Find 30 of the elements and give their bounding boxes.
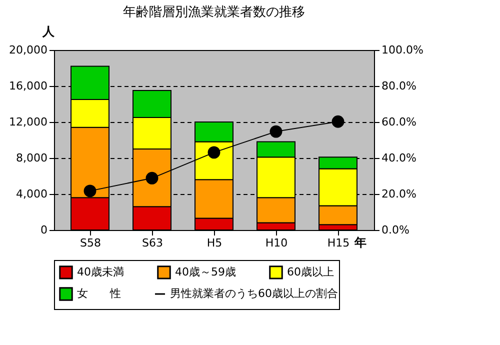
point: [146, 172, 158, 184]
point: [84, 184, 96, 198]
chart-title: 年齢階層別漁業就業者数の推移: [123, 5, 305, 20]
legend-label: 40歳未満: [77, 265, 124, 278]
x-tick-label: S58: [80, 236, 101, 250]
y-tick-label: 4,000: [16, 188, 48, 200]
point: [270, 125, 282, 138]
y2-tick-label: 60.0%: [382, 116, 416, 128]
y-tick-label: 0: [40, 224, 48, 236]
y-tick-label: 16,000: [9, 80, 48, 92]
y2-tick-label: 100.0%: [382, 44, 424, 56]
y-tick-label: 8,000: [16, 152, 48, 164]
y2-tick-label: 20.0%: [382, 188, 416, 200]
x-axis-title: 年: [354, 236, 366, 250]
legend-label: 40歳～59歳: [175, 265, 236, 278]
x-tick-label: H10: [265, 236, 288, 250]
y2-tick-label: 40.0%: [382, 152, 416, 164]
point: [332, 115, 344, 128]
y-axis-title: 人: [42, 24, 56, 38]
legend-label: 女 性: [77, 287, 121, 300]
x-tick-label: H5: [206, 236, 222, 250]
legend-label: 60歳以上: [287, 265, 334, 278]
y-tick-label: 20,000: [9, 44, 48, 56]
legend-label: 男性就業者のうち60歳以上の割合: [170, 287, 338, 300]
x-tick-label: S63: [142, 236, 163, 250]
y2-tick-label: 80.0%: [382, 80, 416, 92]
y-tick-label: 12,000: [9, 116, 48, 128]
x-tick-label: H15: [327, 236, 350, 250]
point: [208, 146, 220, 159]
y2-tick-label: 0.0%: [382, 224, 410, 236]
